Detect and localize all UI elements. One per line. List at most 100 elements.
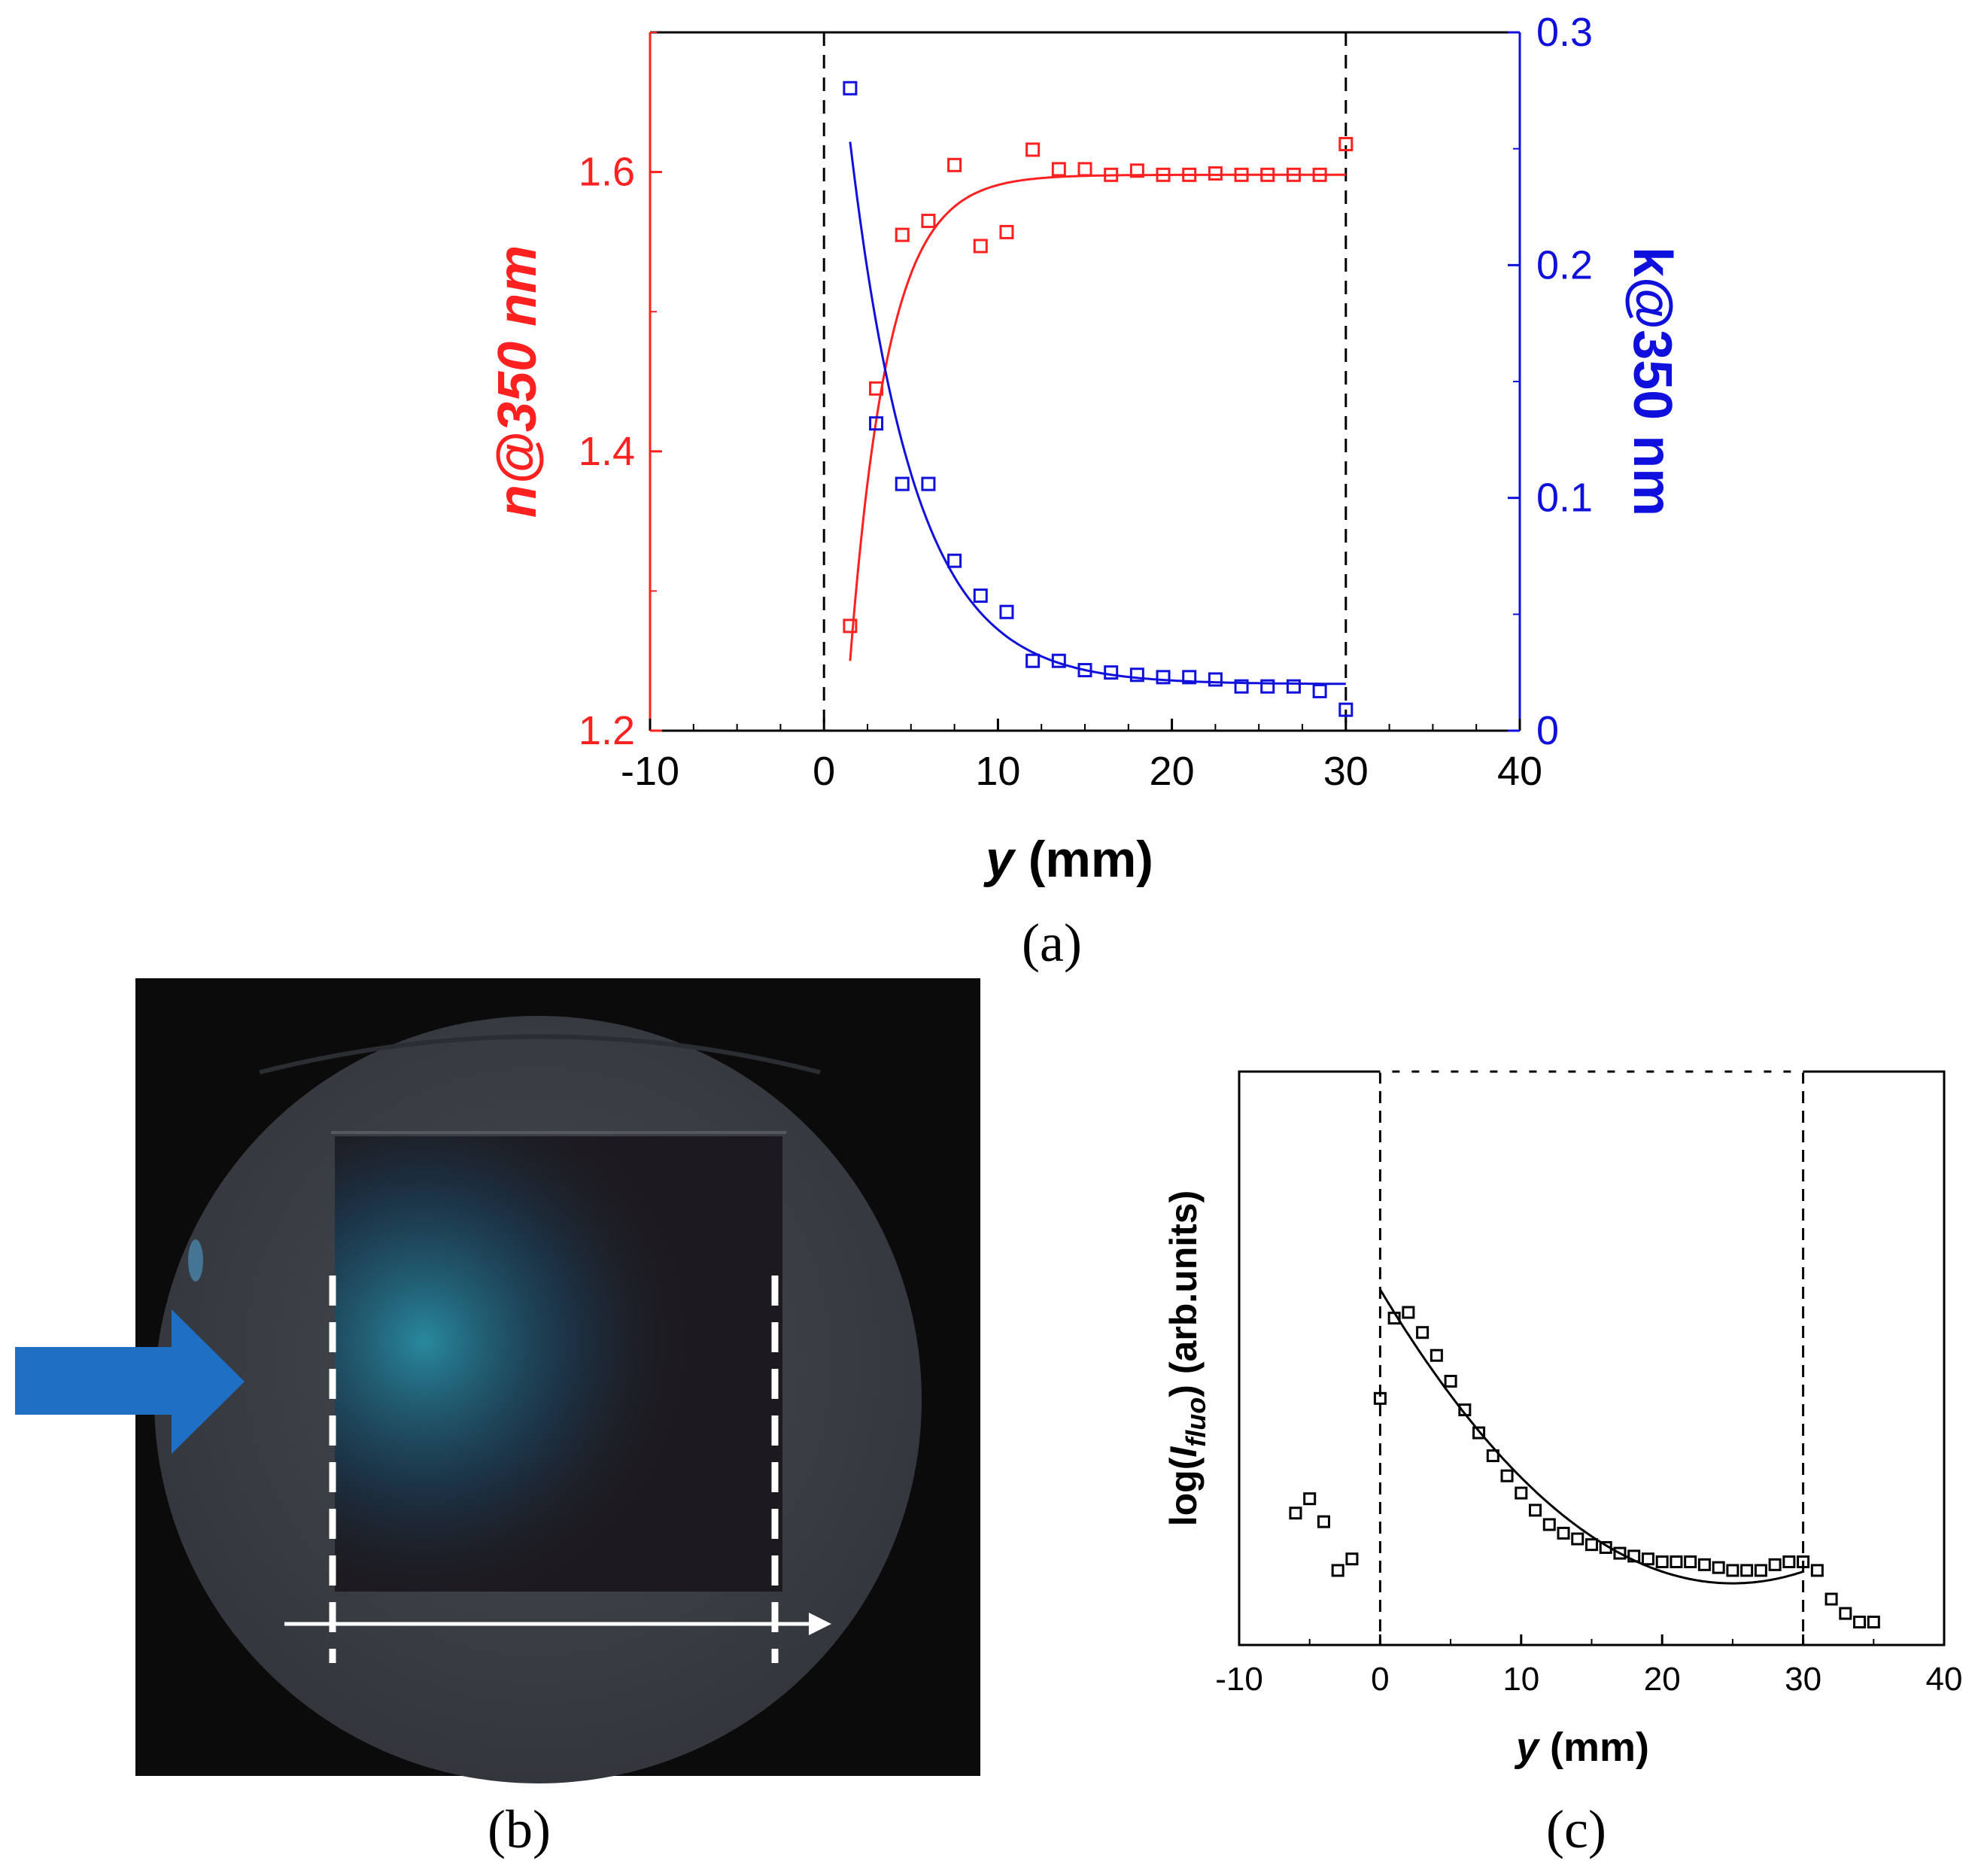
c-data-point [1655,1555,1669,1569]
data-point-blue [973,588,988,604]
x-tick-label: 40 [1497,749,1542,794]
data-point-red [1338,136,1354,151]
c-data-point [1839,1607,1852,1620]
c-x-axis-label-var: y [1514,1725,1541,1770]
c-data-point [1867,1616,1880,1629]
c-data-point [1317,1515,1330,1528]
y-right-axis-label: k@350 nm [1622,247,1682,516]
scan-direction-arrowhead [809,1613,831,1635]
edge-glint [188,1239,203,1282]
data-point-blue [1338,702,1354,717]
panel-c-chart: -10 0 10 20 30 40 log(Ifluo) (arb.units) y (m… [1162,1070,1962,1859]
panel-b-photo: (b) [15,978,980,1859]
c-fit-curve [1379,1288,1804,1585]
x-axis-label: y (mm) [983,831,1153,888]
c-data-point [1726,1564,1739,1577]
panel-a-vlines [822,32,1347,731]
data-point-blue [1208,672,1223,687]
data-point-red [1182,167,1197,182]
c-x-axis-label-unit: (mm) [1539,1725,1649,1770]
c-data-point [1458,1403,1472,1417]
arrow-right-icon [15,1309,245,1454]
c-data-point [1331,1564,1344,1577]
data-point-red [921,214,936,229]
c-ylabel-suffix: ) (arb.units) [1162,1190,1205,1397]
panel-c-fit-curve [1379,1288,1804,1585]
c-data-point [1853,1616,1867,1629]
data-point-red [1286,167,1301,182]
c-data-point [1670,1555,1683,1569]
c-x-tick-label: 10 [1502,1661,1539,1698]
data-point-blue [999,604,1014,619]
c-data-point [1430,1348,1443,1362]
c-data-point [1641,1552,1654,1566]
data-point-red [1025,142,1041,157]
x-tick-label: 20 [1150,749,1195,794]
y-left-axis-label: n@350 nm [488,245,548,518]
y-right-tick-label: 0 [1536,708,1559,753]
data-point-blue [947,553,962,568]
panel-a-points [843,81,1354,717]
data-point-blue [1051,653,1066,668]
data-point-red [1051,162,1066,177]
panel-label-b: (b) [488,1799,551,1859]
c-data-point [1712,1561,1725,1574]
c-data-point [1599,1540,1612,1554]
c-ylabel-italic: I [1162,1446,1205,1458]
data-point-blue [869,416,884,431]
c-data-point [1613,1546,1627,1560]
c-data-point [1797,1555,1810,1569]
data-point-blue [1182,670,1197,685]
x-tick-label: -10 [621,749,679,794]
c-x-tick-label: 30 [1785,1661,1821,1698]
data-point-red [1234,167,1249,182]
data-point-red [947,157,962,172]
c-data-point [1444,1374,1457,1388]
y-right-tick-label: 0.2 [1536,242,1593,287]
c-data-point [1373,1391,1387,1405]
data-point-red [895,227,910,242]
panel-c-frame [1238,1070,1946,1646]
y-left-tick-label: 1.4 [579,429,635,474]
c-x-tick-label: 0 [1371,1661,1389,1698]
panel-c-ticks: -10 0 10 20 30 40 [1215,1634,1962,1698]
c-data-point [1684,1555,1697,1569]
panel-label-c: (c) [1546,1799,1606,1859]
y-left-tick-label: 1.6 [579,150,635,195]
c-x-axis-label: y (mm) [1514,1725,1649,1770]
c-data-point [1697,1558,1711,1571]
c-data-point [1768,1558,1782,1571]
data-point-red [1312,167,1327,182]
c-x-tick-label: 40 [1926,1661,1963,1698]
data-point-red [1077,162,1092,177]
data-point-blue [1234,679,1249,694]
c-data-point [1486,1449,1499,1463]
x-axis-label-var: y [983,831,1016,888]
data-point-red [973,239,988,254]
c-data-point [1585,1538,1598,1552]
c-data-point [1557,1526,1570,1540]
data-point-blue [843,81,858,96]
data-point-red [843,619,858,634]
data-point-red [999,224,1014,239]
c-data-point [1571,1532,1584,1546]
c-data-point [1515,1486,1528,1500]
c-data-point [1740,1564,1754,1577]
c-data-point [1529,1504,1542,1517]
c-data-point [1542,1518,1556,1531]
data-point-blue [895,476,910,491]
wafer-flat-edge [259,1034,821,1075]
c-y-axis-label: log(Ifluo) (arb.units) [1162,1190,1211,1527]
data-point-blue [1077,663,1092,678]
data-point-red [1260,167,1275,182]
data-point-blue [1312,683,1327,698]
panel-a-chart: -10 0 10 20 30 40 1.2 1.4 1.6 0 0.1 0.2 0.3 n@350 nm… [488,10,1682,973]
panel-a-ticks: -10 0 10 20 30 40 1.2 1.4 1.6 0 0.1 0.2 0.3 [579,10,1593,794]
c-data-point [1824,1592,1838,1606]
c-data-point [1500,1469,1514,1482]
data-point-blue [1104,665,1119,680]
panel-label-a: (a) [1022,913,1082,973]
data-point-blue [921,476,936,491]
data-point-red [1208,166,1223,181]
panel-a-fit-curves [849,141,1346,686]
